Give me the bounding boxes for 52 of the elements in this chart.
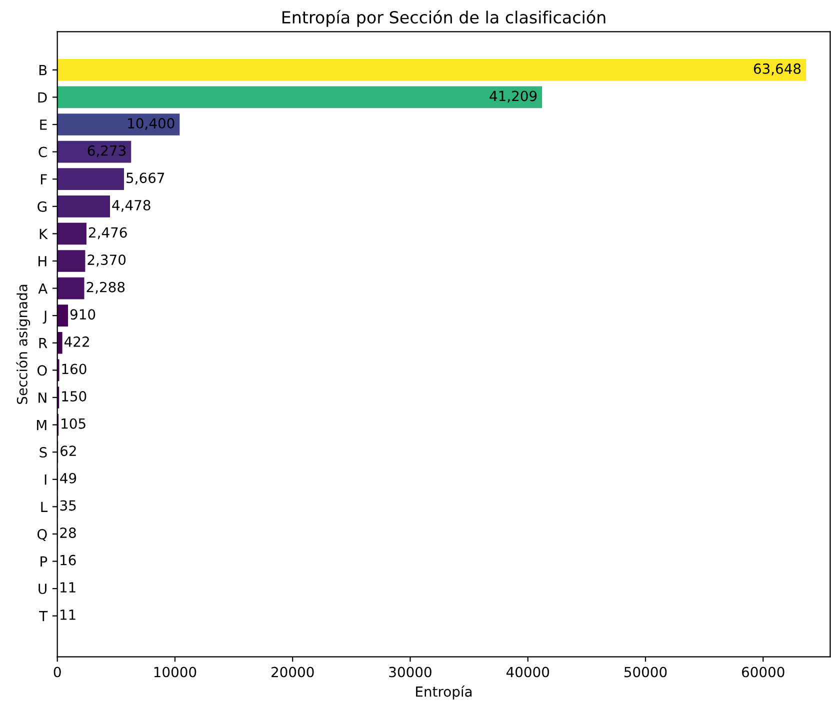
data-label: 6,273: [88, 145, 126, 158]
y-tick-label: C: [38, 146, 47, 158]
y-tick-label: J: [42, 310, 46, 324]
data-label: 2,476: [88, 227, 127, 240]
y-tick-label: S: [40, 447, 47, 458]
data-label: 63,648: [754, 63, 801, 76]
data-label: 4,478: [112, 200, 150, 212]
data-label: 105: [62, 418, 86, 429]
y-tick-label: G: [38, 201, 46, 212]
data-label: 16: [60, 554, 76, 566]
y-tick-label: M: [36, 420, 46, 430]
y-tick-label: F: [40, 174, 47, 184]
data-label: 11: [60, 582, 76, 592]
data-label: 62: [60, 446, 76, 456]
y-tick-label: O: [37, 365, 47, 376]
x-tick-label: 0: [54, 666, 61, 678]
x-tick-label: 20000: [272, 666, 314, 678]
y-tick-label: I: [44, 474, 46, 485]
data-label: 150: [62, 391, 86, 402]
y-tick-label: U: [38, 584, 46, 594]
y-tick-label: E: [40, 120, 47, 130]
y-tick-label: N: [38, 392, 46, 403]
y-tick-label: H: [38, 256, 46, 266]
data-label: 49: [60, 472, 76, 484]
data-label: 160: [62, 364, 86, 374]
y-tick-label: L: [41, 502, 48, 512]
y-tick-label: R: [39, 338, 48, 348]
data-label: 41,209: [490, 90, 537, 103]
y-tick-label: D: [38, 92, 47, 102]
data-label: 35: [60, 500, 76, 511]
data-label: 11: [60, 610, 76, 620]
x-tick-label: 10000: [154, 666, 196, 678]
data-label: 2,370: [88, 254, 126, 266]
y-tick-label: K: [40, 228, 48, 239]
y-tick-label: P: [40, 556, 48, 567]
y-axis-title: Sección asignada: [16, 284, 30, 404]
x-tick-label: 50000: [624, 666, 667, 678]
x-axis-title: Entropía: [416, 686, 472, 700]
data-label: 5,667: [126, 172, 164, 185]
y-tick-label: B: [39, 65, 47, 76]
y-tick-label: Q: [37, 528, 47, 542]
x-tick-label: 60000: [742, 666, 784, 678]
y-tick-label: A: [38, 283, 48, 294]
data-label: 422: [64, 336, 89, 347]
data-label: 28: [60, 528, 76, 538]
y-tick-label: T: [39, 611, 48, 622]
data-label: 910: [70, 309, 96, 320]
x-tick-label: 30000: [389, 666, 432, 678]
data-label: 2,288: [86, 282, 125, 294]
data-label: 10,400: [128, 118, 174, 130]
x-tick-label: 40000: [506, 666, 550, 678]
chart-title: Entropía por Sección de la clasificación: [282, 10, 606, 27]
